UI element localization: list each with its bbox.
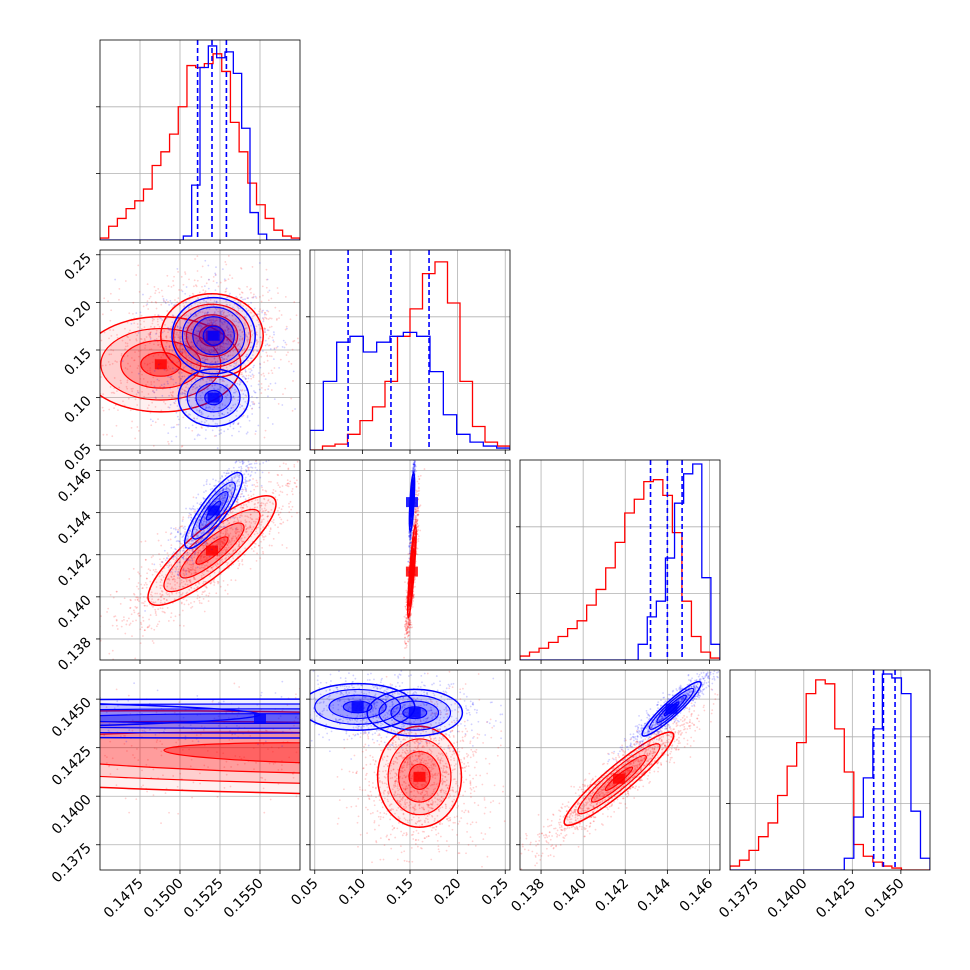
y-tick-label: 0.144 <box>55 508 95 548</box>
y-tick-label: 0.1450 <box>49 695 95 741</box>
blue-peak <box>406 497 418 508</box>
panel-1-0: 0.05 0.10 0.15 0.20 0.25 <box>61 249 301 474</box>
red-peak <box>154 359 167 370</box>
panel-frame <box>99 459 301 661</box>
x-tick-label: 0.1550 <box>221 876 267 922</box>
panel-2-1 <box>306 459 511 664</box>
red-histogram <box>730 679 930 870</box>
red-peak <box>206 545 218 556</box>
x-tick-label: 0.1450 <box>862 876 908 922</box>
y-tick-label: 0.20 <box>61 298 94 331</box>
x-tick-label: 0.1475 <box>101 876 147 922</box>
red-contour <box>100 731 300 776</box>
y-tick-label: 0.146 <box>55 466 95 506</box>
y-tick-label: 0.140 <box>55 592 95 632</box>
x-tick-label: 0.1375 <box>716 876 762 922</box>
panel-frame <box>519 459 721 661</box>
x-tick-label: 0.138 <box>508 876 548 916</box>
panel-3-1: 0.05 0.10 0.15 0.20 0.25 <box>288 669 512 909</box>
blue-histogram <box>100 45 300 240</box>
panel-frame <box>99 669 301 871</box>
x-tick-label: 0.1400 <box>765 876 811 922</box>
blue-peak <box>254 713 266 724</box>
blue-peak <box>207 392 220 403</box>
blue-peak <box>207 330 220 341</box>
y-tick-label: 0.15 <box>61 346 94 379</box>
blue-contour <box>100 703 300 734</box>
y-tick-label: 0.138 <box>55 634 95 674</box>
panel-2-2 <box>516 459 721 664</box>
panel-3-2: 0.138 0.140 0.142 0.144 0.146 <box>508 669 721 916</box>
blue-peak <box>351 701 364 712</box>
x-tick-label: 0.1500 <box>141 876 187 922</box>
blue-histogram <box>520 463 720 660</box>
y-tick-label: 0.05 <box>61 441 94 474</box>
red-histogram <box>520 479 720 660</box>
x-tick-label: 0.142 <box>592 876 632 916</box>
y-tick-label: 0.25 <box>61 250 94 283</box>
blue-peak <box>665 703 678 714</box>
red-peak <box>405 566 418 577</box>
blue-peak <box>207 505 220 516</box>
x-tick-label: 0.144 <box>635 875 675 915</box>
panel-3-0: 0.14750.15000.15250.15500.13750.14000.14… <box>0 669 346 922</box>
y-tick-label: 0.1375 <box>49 840 95 886</box>
x-tick-label: 0.146 <box>677 875 717 915</box>
y-tick-label: 0.10 <box>61 393 94 426</box>
panel-frame <box>99 39 301 241</box>
red-contour <box>163 742 300 765</box>
panel-frame <box>519 669 721 871</box>
blue-peak <box>408 707 421 718</box>
blue-contour <box>0 700 20 729</box>
x-tick-label: 0.05 <box>288 876 321 909</box>
x-tick-label: 0.15 <box>383 876 416 909</box>
red-peak <box>612 773 625 784</box>
panel-1-1 <box>306 249 511 454</box>
panel-frame <box>729 669 931 871</box>
x-tick-label: 0.140 <box>550 876 590 916</box>
blue-histogram <box>730 673 930 870</box>
blue-histogram <box>310 331 510 450</box>
red-histogram <box>310 261 510 450</box>
y-tick-label: 0.1425 <box>49 743 95 789</box>
panel-0-0 <box>96 39 301 244</box>
x-tick-label: 0.10 <box>336 876 369 909</box>
red-peak <box>334 748 346 758</box>
x-tick-label: 0.1425 <box>813 876 859 922</box>
panel-3-3: 0.1375 0.1400 0.1425 0.1450 <box>716 669 931 922</box>
x-tick-label: 0.1525 <box>181 876 227 922</box>
red-peak <box>413 771 426 782</box>
y-tick-label: 0.1400 <box>49 792 95 838</box>
x-tick-label: 0.20 <box>431 876 464 909</box>
y-tick-label: 0.142 <box>55 550 95 590</box>
